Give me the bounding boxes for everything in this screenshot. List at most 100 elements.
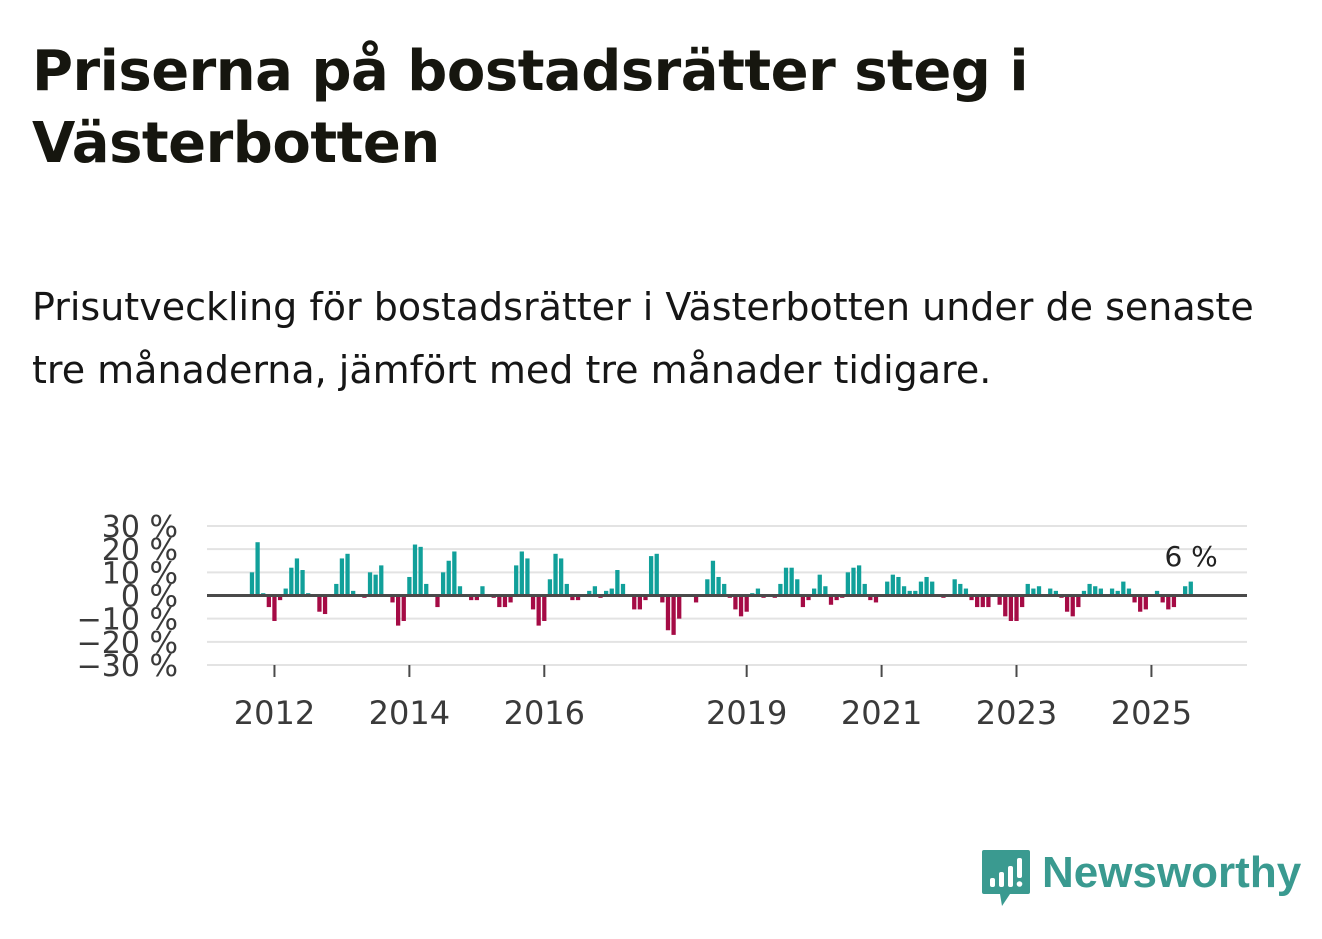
newsworthy-logo-text: Newsworthy [1042, 848, 1302, 897]
bar [1126, 588, 1132, 596]
bar [958, 583, 963, 596]
x-tick-label: 2025 [1111, 694, 1192, 732]
bar [542, 595, 547, 621]
bar [474, 595, 479, 601]
bar [317, 595, 322, 612]
bar [1109, 588, 1115, 596]
x-tick-label: 2016 [504, 694, 585, 732]
bar [407, 576, 412, 596]
bar [339, 558, 345, 596]
bar [249, 572, 255, 596]
bar [1070, 595, 1075, 617]
bar [351, 590, 356, 596]
bar [334, 583, 339, 596]
chart-subtitle: Prisutveckling för bostadsrätter i Väste… [32, 285, 1254, 392]
y-tick-label: 20 % [102, 533, 178, 568]
x-tick-label: 2021 [841, 694, 922, 732]
bar [1014, 595, 1019, 621]
bar [395, 595, 401, 626]
bar [575, 595, 581, 601]
bar [401, 595, 406, 621]
bar [862, 583, 867, 596]
bar [322, 595, 328, 615]
bar [811, 588, 817, 596]
bar [570, 595, 575, 601]
bar [1121, 581, 1126, 596]
bar [997, 595, 1002, 605]
bar [733, 595, 738, 610]
bar [446, 560, 451, 596]
bar [868, 595, 873, 601]
bar [896, 576, 901, 596]
y-tick-label: 10 % [102, 556, 178, 591]
bar [530, 595, 536, 610]
bar [559, 558, 564, 596]
bar [345, 553, 350, 596]
bar [1076, 595, 1081, 608]
bar [1154, 590, 1160, 596]
bar [547, 579, 553, 596]
y-tick-label: −20 % [77, 626, 178, 661]
bar [778, 583, 783, 596]
bar [716, 576, 721, 596]
bar [1138, 595, 1143, 612]
bar [1115, 590, 1120, 596]
bar [693, 595, 699, 603]
bar [913, 590, 918, 596]
bar [480, 586, 485, 596]
bar [722, 583, 727, 596]
newsworthy-logo: Newsworthy [980, 848, 1301, 910]
bar [1183, 586, 1188, 596]
bar [294, 558, 300, 596]
bar [738, 595, 744, 617]
bar [834, 595, 839, 601]
bar [452, 551, 457, 596]
bar [502, 595, 508, 608]
bar [609, 588, 614, 596]
bar [800, 595, 806, 608]
newsworthy-logo-icon [982, 850, 1030, 906]
bar [806, 595, 811, 601]
bar [440, 572, 446, 596]
bar [1132, 595, 1137, 603]
bar [907, 590, 912, 596]
bar [890, 574, 895, 596]
bar [705, 579, 710, 596]
bar [272, 595, 277, 621]
chart-title: Priserna på bostadsrätter steg i Västerb… [32, 39, 1029, 176]
bar [603, 590, 609, 596]
y-tick-label: −10 % [77, 603, 178, 638]
bar [643, 595, 648, 601]
bar [817, 574, 822, 596]
bar [435, 595, 440, 608]
bar [980, 595, 985, 608]
bar-chart: 30 %20 %10 %0 %−10 %−20 %−30 % 2012 2014 20… [77, 510, 1247, 732]
bar [1160, 595, 1165, 603]
bar [873, 595, 879, 603]
bar [379, 565, 384, 596]
bar [587, 590, 592, 596]
bar [660, 595, 665, 603]
bar [1025, 583, 1030, 596]
last-value-label: 6 % [1164, 540, 1217, 573]
y-tick-label: 30 % [102, 510, 178, 545]
bar [1081, 590, 1087, 596]
bar [1064, 595, 1070, 612]
bar [744, 595, 749, 612]
bar [969, 595, 974, 601]
bar [654, 553, 659, 596]
bar [1019, 595, 1025, 608]
bar [1008, 595, 1014, 621]
bar [553, 553, 558, 596]
bar [536, 595, 541, 626]
bar [710, 560, 716, 596]
bar [266, 595, 271, 608]
bar [519, 551, 524, 596]
bar [901, 586, 907, 596]
bar [367, 572, 373, 596]
bar [1031, 588, 1036, 596]
bar [665, 595, 671, 631]
bar [469, 595, 474, 601]
bar [289, 567, 294, 596]
x-tick-label: 2012 [234, 694, 315, 732]
